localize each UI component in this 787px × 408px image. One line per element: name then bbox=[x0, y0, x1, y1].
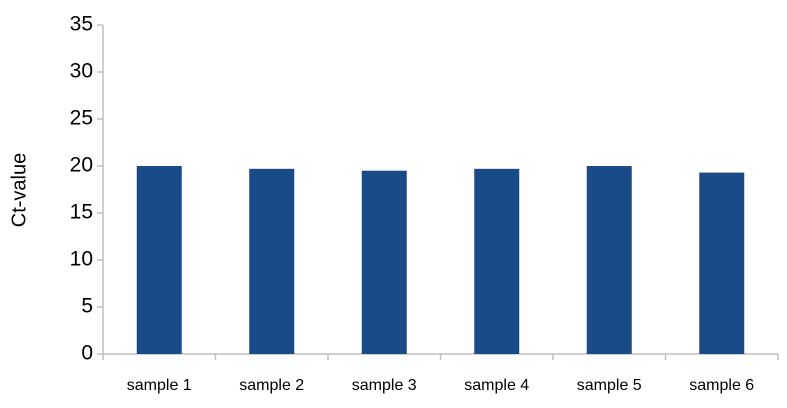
x-tick-label: sample 1 bbox=[127, 377, 192, 394]
y-tick-label: 25 bbox=[70, 107, 93, 130]
y-tick-label: 0 bbox=[81, 342, 93, 365]
x-tick-label: sample 2 bbox=[239, 377, 304, 394]
bar bbox=[699, 172, 745, 354]
y-tick-label: 35 bbox=[70, 13, 93, 36]
y-tick-label: 5 bbox=[81, 295, 93, 318]
bar bbox=[136, 166, 182, 354]
x-tick-label: sample 4 bbox=[464, 377, 529, 394]
y-tick-label: 10 bbox=[70, 248, 93, 271]
bar bbox=[474, 168, 520, 354]
y-tick-label: 20 bbox=[70, 154, 93, 177]
y-tick-label: 30 bbox=[70, 60, 93, 83]
y-axis-label: Ct-value bbox=[8, 153, 30, 227]
x-tick-label: sample 5 bbox=[577, 377, 642, 394]
bar bbox=[361, 170, 407, 354]
x-tick-label: sample 3 bbox=[352, 377, 417, 394]
x-tick-label: sample 6 bbox=[689, 377, 754, 394]
bar bbox=[586, 166, 632, 354]
y-tick-label: 15 bbox=[70, 201, 93, 224]
bar bbox=[249, 168, 295, 354]
